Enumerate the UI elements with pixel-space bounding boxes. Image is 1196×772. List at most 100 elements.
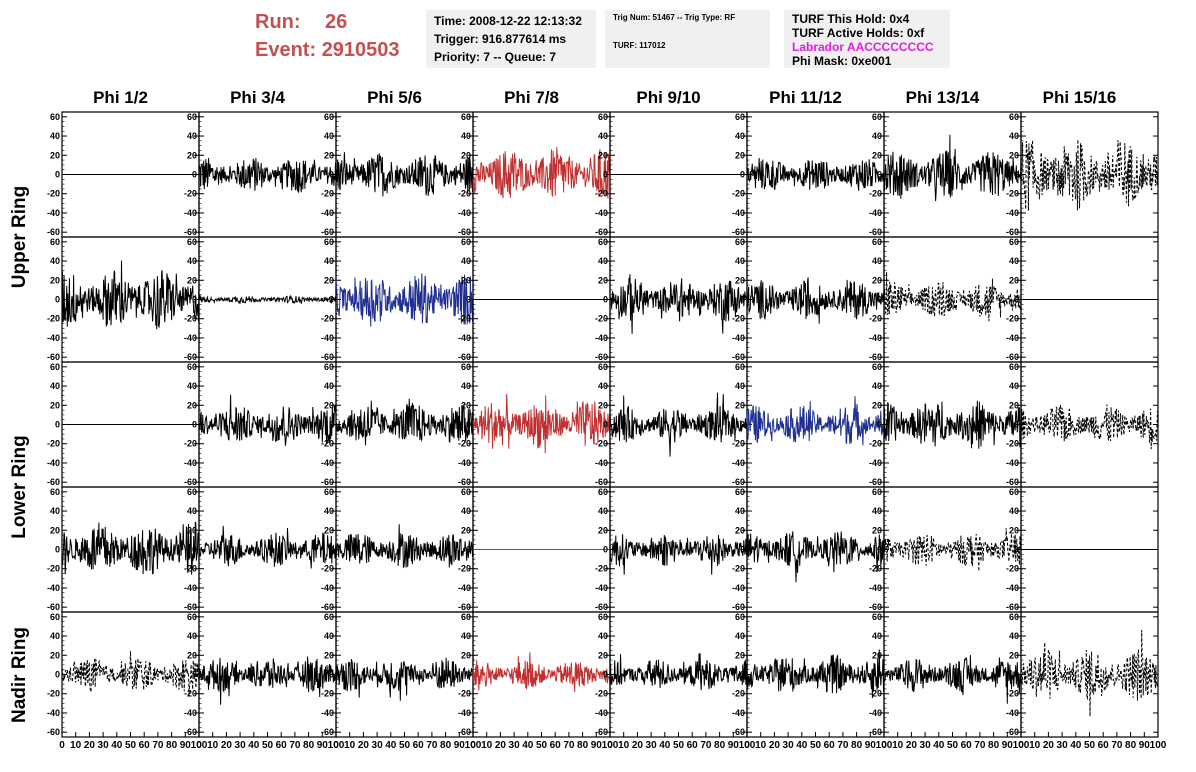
y-tick-label: -60 — [869, 352, 882, 362]
y-tick-label: -20 — [184, 564, 197, 574]
y-tick-label: 0 — [329, 295, 334, 305]
x-tick-label: 90 — [1002, 740, 1014, 751]
y-tick-label: 0 — [55, 545, 60, 555]
x-tick-label: 40 — [933, 740, 945, 751]
y-tick-label: -60 — [47, 227, 60, 237]
y-tick-label: 40 — [872, 381, 882, 391]
x-tick-label: 0 — [196, 740, 202, 751]
y-tick-label: 0 — [466, 420, 471, 430]
y-tick-label: -20 — [1006, 689, 1019, 699]
y-tick-label: 0 — [192, 170, 197, 180]
y-tick-label: -60 — [732, 477, 745, 487]
x-tick-label: 80 — [577, 740, 589, 751]
x-tick-label: 30 — [98, 740, 110, 751]
y-tick-label: -20 — [321, 564, 334, 574]
x-tick-label: 0 — [1018, 740, 1024, 751]
y-tick-label: 60 — [1009, 487, 1019, 497]
waveform-r4-c5 — [746, 649, 885, 699]
y-tick-label: -20 — [732, 189, 745, 199]
x-tick-label: 90 — [591, 740, 603, 751]
y-tick-label: -20 — [458, 689, 471, 699]
y-tick-label: 60 — [872, 112, 882, 122]
waveform-r0-c5 — [746, 157, 885, 191]
waveform-r3-c5 — [746, 531, 885, 583]
y-tick-label: -40 — [184, 458, 197, 468]
x-tick-label: 40 — [522, 740, 534, 751]
y-tick-label: -20 — [458, 314, 471, 324]
time-text: Time: 2008-12-22 12:13:32 — [434, 14, 582, 28]
phi-header-5: Phi 9/10 — [636, 88, 701, 107]
y-tick-label: -40 — [47, 208, 60, 218]
y-tick-label: 60 — [50, 362, 60, 372]
y-tick-label: -40 — [1006, 208, 1019, 218]
y-tick-label: 40 — [187, 256, 197, 266]
x-tick-label: 70 — [837, 740, 849, 751]
y-tick-label: 20 — [187, 150, 197, 160]
x-tick-label: 40 — [796, 740, 808, 751]
x-tick-label: 100 — [739, 740, 756, 751]
y-tick-label: 60 — [1009, 112, 1019, 122]
y-tick-label: 0 — [55, 170, 60, 180]
y-tick-label: 60 — [461, 237, 471, 247]
y-tick-label: -40 — [184, 708, 197, 718]
y-tick-label: 0 — [466, 170, 471, 180]
x-tick-label: 10 — [1029, 740, 1041, 751]
waveform-r3-c0 — [61, 521, 200, 575]
y-tick-label: -60 — [732, 227, 745, 237]
y-tick-label: -60 — [321, 727, 334, 737]
y-tick-label: -40 — [732, 458, 745, 468]
x-tick-label: 70 — [1111, 740, 1123, 751]
y-tick-label: -40 — [458, 208, 471, 218]
x-tick-label: 10 — [618, 740, 630, 751]
y-tick-label: -40 — [321, 458, 334, 468]
y-tick-label: 0 — [192, 420, 197, 430]
y-tick-label: 20 — [872, 650, 882, 660]
y-tick-label: 60 — [50, 612, 60, 622]
y-tick-label: -40 — [458, 583, 471, 593]
y-tick-label: -60 — [47, 352, 60, 362]
y-tick-label: 0 — [740, 420, 745, 430]
waveform-r1-c5 — [746, 277, 885, 324]
waveform-r4-c7 — [1020, 629, 1159, 717]
y-tick-label: 40 — [461, 506, 471, 516]
y-tick-label: -40 — [321, 708, 334, 718]
waveform-r4-c1 — [198, 656, 337, 705]
y-tick-label: 20 — [461, 150, 471, 160]
y-tick-label: -20 — [869, 439, 882, 449]
x-tick-label: 0 — [607, 740, 613, 751]
y-tick-label: 20 — [461, 525, 471, 535]
waveform-r3-c2 — [335, 524, 474, 569]
waveform-r0-c1 — [198, 157, 337, 193]
y-tick-label: 60 — [1009, 362, 1019, 372]
x-tick-label: 10 — [70, 740, 82, 751]
y-tick-label: 20 — [598, 150, 608, 160]
y-tick-label: 20 — [324, 275, 334, 285]
x-tick-label: 60 — [276, 740, 288, 751]
run-label: Run: — [255, 11, 301, 33]
x-tick-label: 30 — [920, 740, 932, 751]
y-tick-label: -20 — [595, 439, 608, 449]
y-tick-label: 40 — [187, 631, 197, 641]
waveform-r0-c2 — [335, 152, 474, 197]
waveform-r1-c0 — [61, 260, 200, 330]
y-tick-label: 60 — [1009, 237, 1019, 247]
waveform-r1-c2 — [335, 273, 474, 327]
y-tick-label: -60 — [595, 602, 608, 612]
y-tick-label: -40 — [732, 333, 745, 343]
y-tick-label: 20 — [1009, 275, 1019, 285]
y-tick-label: -40 — [732, 208, 745, 218]
y-tick-label: -20 — [595, 189, 608, 199]
y-tick-label: -60 — [184, 352, 197, 362]
y-tick-label: -40 — [1006, 583, 1019, 593]
x-tick-label: 50 — [125, 740, 137, 751]
y-tick-label: 60 — [324, 112, 334, 122]
y-tick-label: 60 — [872, 612, 882, 622]
y-tick-label: 60 — [1009, 612, 1019, 622]
y-tick-label: 40 — [324, 381, 334, 391]
y-tick-label: -20 — [321, 314, 334, 324]
y-tick-label: 60 — [324, 237, 334, 247]
y-tick-label: -60 — [1006, 602, 1019, 612]
x-tick-label: 60 — [824, 740, 836, 751]
y-tick-label: -40 — [869, 458, 882, 468]
y-tick-label: 40 — [50, 631, 60, 641]
